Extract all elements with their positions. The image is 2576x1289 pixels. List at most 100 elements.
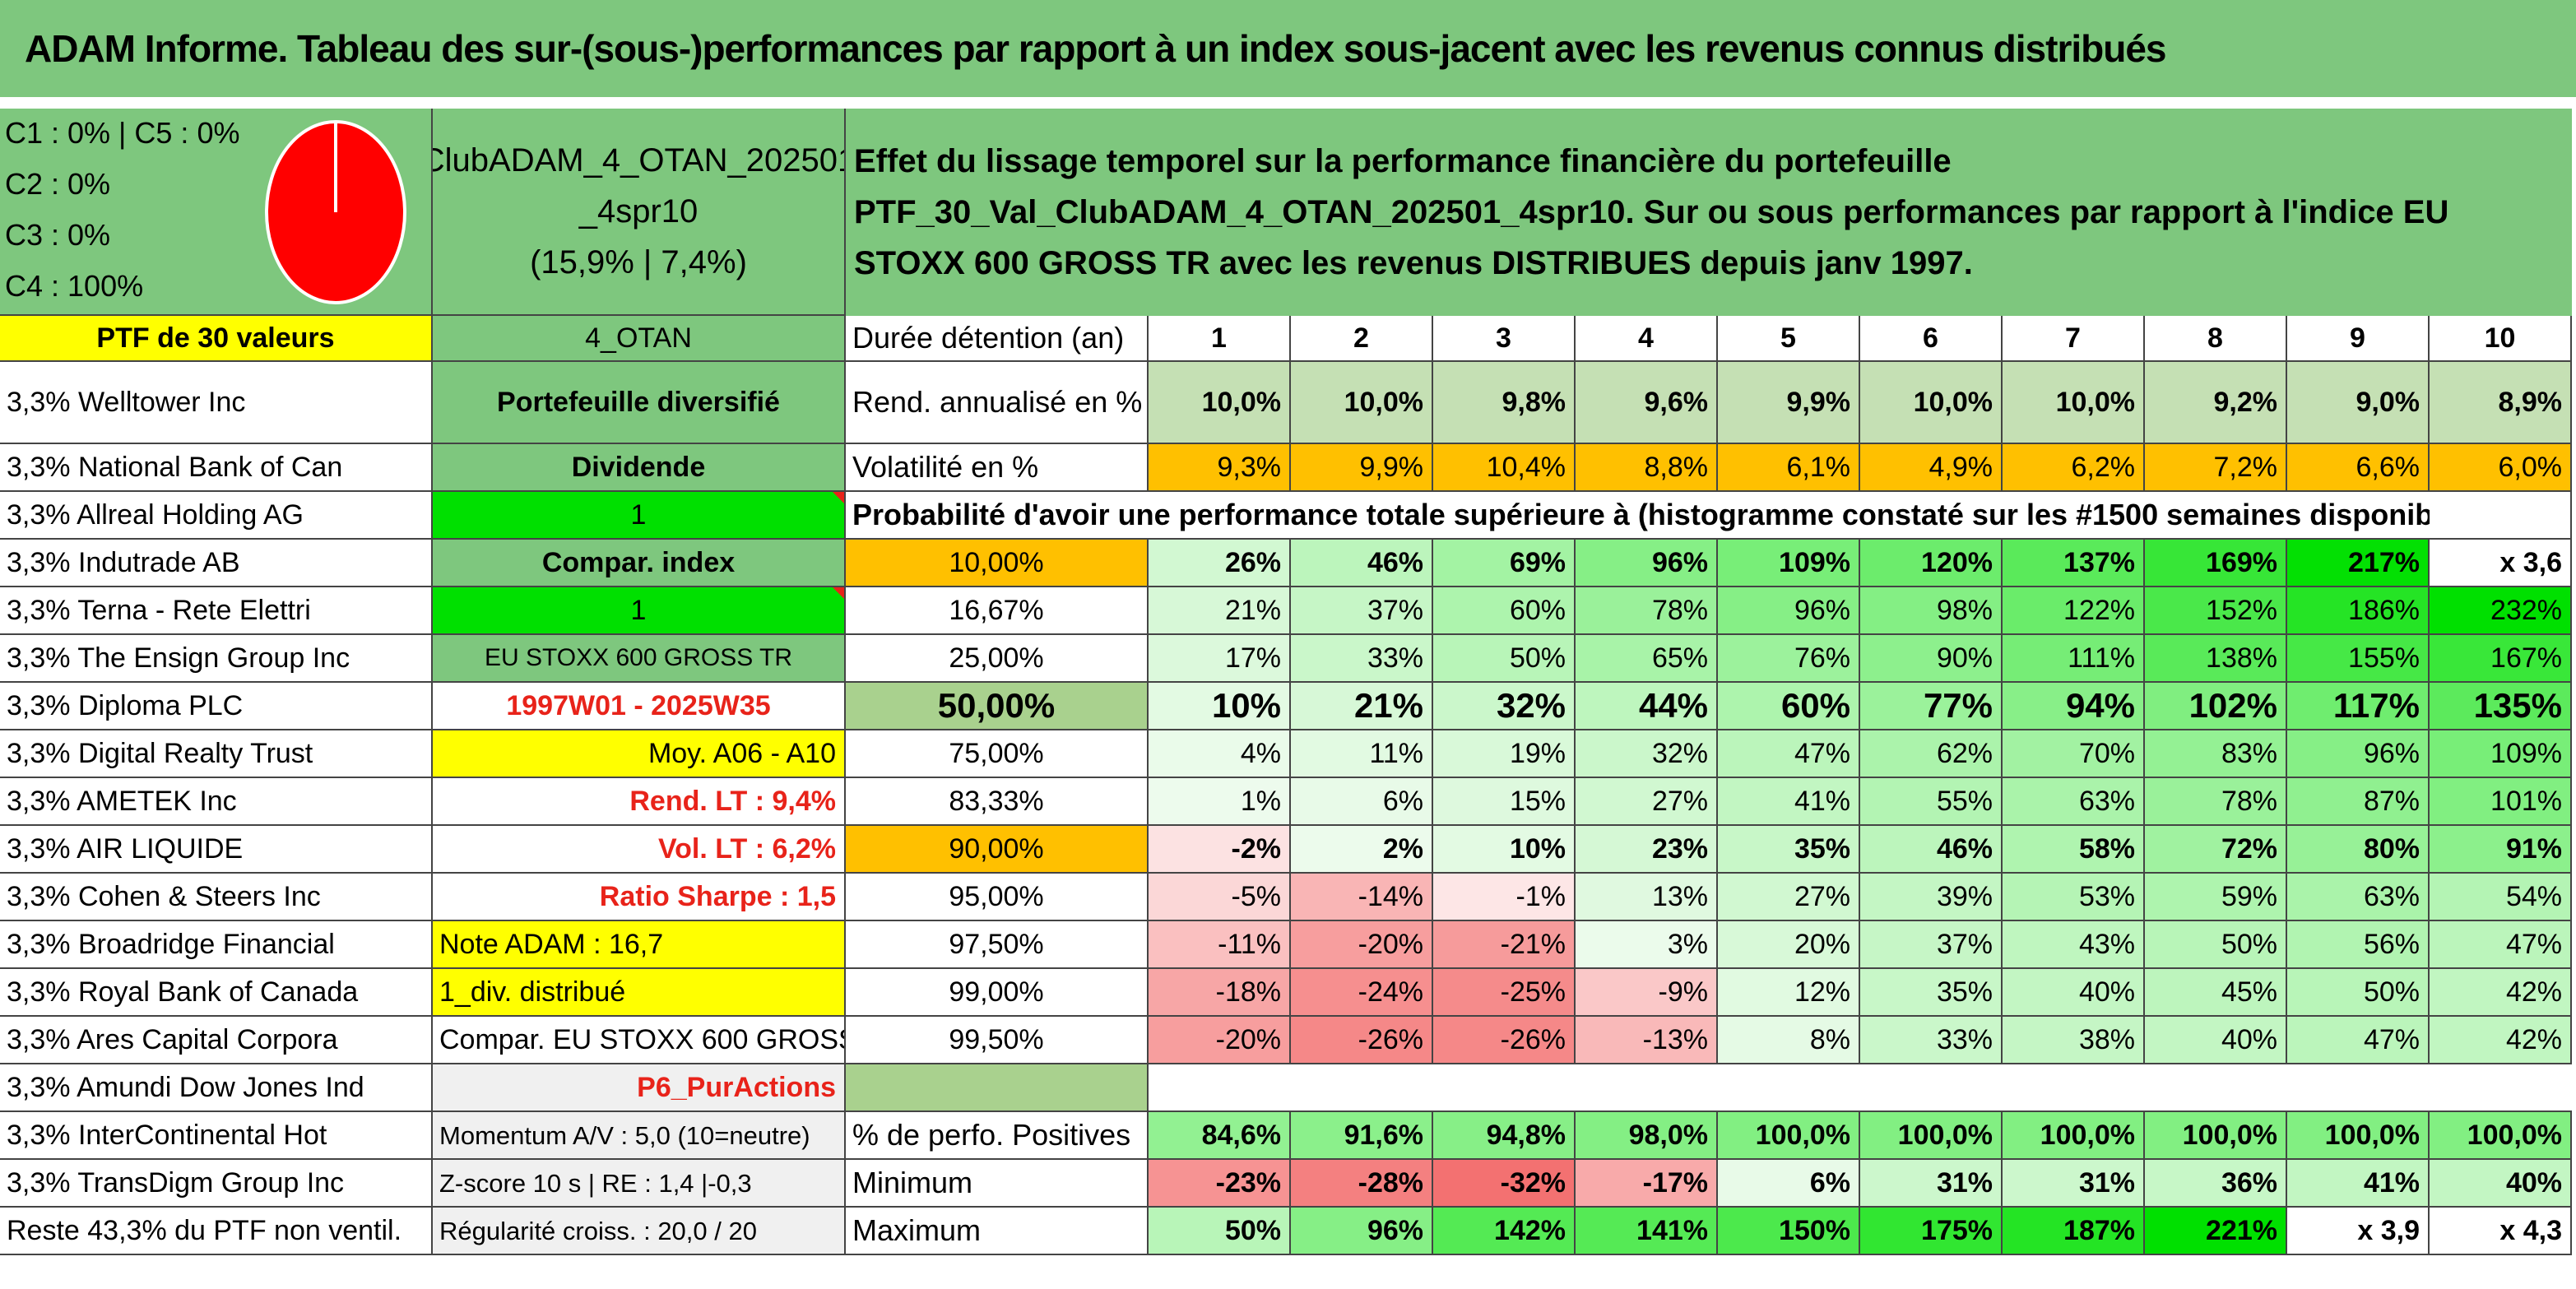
positive-value: 84,6%	[1149, 1112, 1291, 1160]
probability-value: 72%	[2145, 826, 2287, 874]
probability-value: -11%	[1149, 921, 1291, 969]
positive-value: 100,0%	[1718, 1112, 1860, 1160]
probability-value: 10%	[1433, 826, 1576, 874]
probability-value: 47%	[1718, 730, 1860, 778]
minimum-value: -28%	[1291, 1160, 1433, 1208]
info-compar-full: Compar. EU STOXX 600 GROSS TR	[433, 1017, 846, 1064]
probability-value: 50%	[1433, 635, 1576, 683]
info-compar: Compar. index	[433, 540, 846, 587]
probability-value: 42%	[2430, 1017, 2572, 1064]
maximum-value: 142%	[1433, 1208, 1576, 1255]
maximum-value: 187%	[2003, 1208, 2145, 1255]
probability-value: 4%	[1149, 730, 1291, 778]
probability-value: 1%	[1149, 778, 1291, 826]
info-momentum: Momentum A/V : 5,0 (10=neutre)	[433, 1112, 846, 1160]
holding-row: 3,3% Amundi Dow Jones Ind	[0, 1064, 433, 1112]
probability-value: 43%	[2003, 921, 2145, 969]
holding-row: 3,3% Broadridge Financial	[0, 921, 433, 969]
holding-row: 3,3% National Bank of Can	[0, 444, 433, 492]
info-vol-lt: Vol. LT : 6,2%	[433, 826, 846, 874]
minimum-value: 31%	[2003, 1160, 2145, 1208]
probability-value: 6%	[1291, 778, 1433, 826]
performance-grid: C1 : 0% | C5 : 0% C2 : 0% C3 : 0% C4 : 1…	[0, 109, 2576, 1289]
probability-value: -24%	[1291, 969, 1433, 1017]
probability-threshold: 95,00%	[846, 874, 1149, 921]
probability-value: 55%	[1860, 778, 2003, 826]
probability-value: 111%	[2003, 635, 2145, 683]
probability-value: 135%	[2430, 683, 2572, 730]
probability-value: 19%	[1433, 730, 1576, 778]
vol-value: 8,8%	[1576, 444, 1718, 492]
probability-value: 40%	[2145, 1017, 2287, 1064]
probability-value: 137%	[2003, 540, 2145, 587]
positive-value: 100,0%	[2003, 1112, 2145, 1160]
probability-value: 23%	[1576, 826, 1718, 874]
probability-value: -26%	[1433, 1017, 1576, 1064]
probability-value: 91%	[2430, 826, 2572, 874]
probability-value: 42%	[2430, 969, 2572, 1017]
probability-value: -9%	[1576, 969, 1718, 1017]
year-header: 1	[1149, 316, 1291, 362]
probability-value: 32%	[1576, 730, 1718, 778]
probability-value: 21%	[1149, 587, 1291, 635]
rend-value: 9,2%	[2145, 362, 2287, 444]
probability-value: 63%	[2287, 874, 2430, 921]
report-title: ADAM Informe. Tableau des sur-(sous-)per…	[0, 0, 2576, 97]
probability-value: 90%	[1860, 635, 2003, 683]
info-rend-lt: Rend. LT : 9,4%	[433, 778, 846, 826]
positive-value: 91,6%	[1291, 1112, 1433, 1160]
probability-threshold: 50,00%	[846, 683, 1149, 730]
holding-row: Reste 43,3% du PTF non ventil.	[0, 1208, 433, 1255]
info-flag-2: 1	[433, 587, 846, 635]
probability-value: 63%	[2003, 778, 2145, 826]
year-header: 6	[1860, 316, 2003, 362]
maximum-value: x 3,9	[2287, 1208, 2430, 1255]
holding-row: 3,3% Royal Bank of Canada	[0, 969, 433, 1017]
probability-value: -25%	[1433, 969, 1576, 1017]
minimum-value: 41%	[2287, 1160, 2430, 1208]
holding-row: 3,3% InterContinental Hot	[0, 1112, 433, 1160]
vol-value: 6,2%	[2003, 444, 2145, 492]
rend-value: 10,0%	[1860, 362, 2003, 444]
probability-value: 109%	[2430, 730, 2572, 778]
probability-value: 46%	[1860, 826, 2003, 874]
probability-value: -20%	[1149, 1017, 1291, 1064]
probability-value: 35%	[1860, 969, 2003, 1017]
description: Effet du lissage temporel sur la perform…	[846, 109, 2572, 316]
info-flag-1: 1	[433, 492, 846, 540]
club-header: ClubADAM_4_OTAN_202501 _4spr10 (15,9% | …	[433, 109, 846, 316]
probability-value: 47%	[2430, 921, 2572, 969]
minimum-value: -23%	[1149, 1160, 1291, 1208]
holding-row: 3,3% Indutrade AB	[0, 540, 433, 587]
probability-value: 21%	[1291, 683, 1433, 730]
probability-value: 33%	[1860, 1017, 2003, 1064]
probability-value: 20%	[1718, 921, 1860, 969]
info-dividends-distributed: 1_div. distribué	[433, 969, 846, 1017]
info-regularity: Régularité croiss. : 20,0 / 20	[433, 1208, 846, 1255]
holding-row: 3,3% Cohen & Steers Inc	[0, 874, 433, 921]
info-zscore: Z-score 10 s | RE : 1,4 |-0,3	[433, 1160, 846, 1208]
probability-value: -1%	[1433, 874, 1576, 921]
holding-row: 3,3% Diploma PLC	[0, 683, 433, 730]
vol-value: 9,3%	[1149, 444, 1291, 492]
probability-value: 33%	[1291, 635, 1433, 683]
rend-value: 9,6%	[1576, 362, 1718, 444]
probability-value: 96%	[2287, 730, 2430, 778]
year-header: 4	[1576, 316, 1718, 362]
probability-value: 45%	[2145, 969, 2287, 1017]
probability-threshold: 90,00%	[846, 826, 1149, 874]
maximum-value: 175%	[1860, 1208, 2003, 1255]
club-name-line2: _4spr10	[578, 193, 699, 230]
legend-c3: C3 : 0%	[5, 218, 111, 252]
positive-value: 94,8%	[1433, 1112, 1576, 1160]
probability-value: 37%	[1291, 587, 1433, 635]
probability-value: 152%	[2145, 587, 2287, 635]
probability-value: 8%	[1718, 1017, 1860, 1064]
probability-value: 69%	[1433, 540, 1576, 587]
probability-value: 47%	[2287, 1017, 2430, 1064]
probability-value: 50%	[2145, 921, 2287, 969]
probability-value: 80%	[2287, 826, 2430, 874]
probability-value: 94%	[2003, 683, 2145, 730]
probability-value: 27%	[1576, 778, 1718, 826]
probability-value: 32%	[1433, 683, 1576, 730]
